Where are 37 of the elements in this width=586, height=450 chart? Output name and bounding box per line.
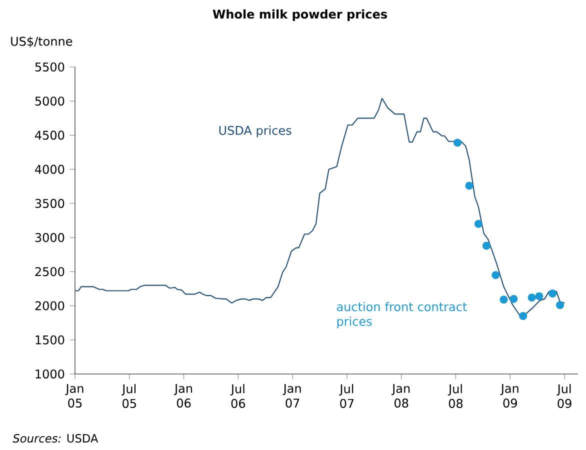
y-tick-label: 4000 [35,164,64,174]
y-tick-label: 5000 [35,96,64,106]
point [500,296,508,304]
y-tick-label: 1500 [36,335,64,344]
text: USDA prices [219,126,292,138]
x-tick-label: Jan 08 [391,384,410,408]
point [519,312,528,320]
y-tick-label: 3000 [35,233,64,242]
x-tick-label: Jul 08 [448,384,463,408]
y-axis-title: US$/tonne [11,36,72,48]
point [528,294,536,302]
x-tick-label: Jul 07 [339,384,354,408]
y-tick-label: 3500 [35,198,64,208]
y-tick-label: 1000 [36,369,64,379]
text: Sources: USDA [12,434,98,443]
point [454,138,462,147]
x-tick-label: Jan 07 [282,384,301,408]
point [482,242,490,250]
x-tick-label: Jan 09 [500,384,518,408]
point [465,182,474,190]
y-tick-label: 4500 [35,130,64,140]
x-tick-label: Jul 09 [556,384,572,408]
point [510,294,518,303]
x-tick-label: Jan 05 [65,384,84,408]
y-tick-label: 2500 [35,267,64,276]
x-tick-label: Jul 06 [230,384,246,408]
y-tick-label: 2000 [35,301,64,310]
text: auction front contract prices [336,302,467,328]
chart-title: Whole milk powder prices [212,9,387,21]
point [474,220,482,228]
point [492,271,500,280]
y-tick-label: 5500 [35,62,64,72]
point [556,301,564,310]
x-tick-label: Jan 06 [174,384,192,408]
point [535,292,544,300]
point [548,289,557,298]
x-tick-label: Jul 05 [122,384,136,408]
